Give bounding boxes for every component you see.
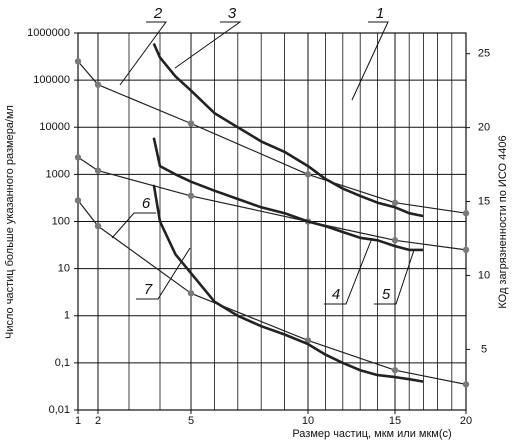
y2-tick-label: 15	[478, 195, 490, 207]
marker	[74, 154, 82, 161]
annotation: 6	[142, 195, 151, 212]
x-tick-label: 1	[75, 415, 81, 427]
y2-tick-label: 20	[478, 122, 490, 134]
marker	[304, 171, 312, 178]
annotation: 3	[228, 5, 237, 22]
y-axis-title: Число частиц больше указанного размера/м…	[4, 105, 16, 339]
y2-tick-label: 25	[478, 48, 490, 60]
annotations: 1 2 3 4 5 6 7	[111, 5, 415, 305]
x-tick-label: 2	[95, 415, 101, 427]
y-tick-label: 100	[52, 215, 70, 227]
annotation: 5	[382, 286, 391, 303]
annotation: 1	[376, 5, 384, 22]
x-tick-label: 5	[188, 415, 194, 427]
marker	[462, 381, 470, 388]
series-line	[152, 137, 424, 252]
leader	[119, 21, 167, 86]
y-tick-label: 1000	[46, 168, 70, 180]
annotation: 7	[144, 281, 153, 298]
y2-axis-title: КОд загрязненности по ИСО 4406	[497, 135, 509, 308]
leader	[374, 249, 415, 305]
marker	[462, 246, 470, 254]
leader	[174, 21, 242, 69]
y2-tick-label: 10	[478, 269, 490, 281]
marker	[391, 366, 399, 374]
y-tick-label: 0,1	[55, 357, 70, 369]
leader	[136, 247, 191, 300]
marker	[304, 337, 312, 344]
marker	[74, 58, 82, 65]
leader	[351, 21, 389, 101]
leader	[111, 212, 156, 239]
series-line	[152, 184, 424, 383]
marker	[391, 237, 399, 244]
marker	[74, 197, 82, 204]
x-tick-label: 15	[389, 415, 401, 427]
annotation: 2	[153, 5, 163, 22]
marker	[462, 210, 470, 217]
x-axis-title: Размер частиц, мкм или мкм(с)	[292, 428, 451, 440]
annotation: 4	[332, 286, 340, 303]
series-line	[77, 200, 467, 385]
marker	[187, 290, 195, 297]
x-tick-label: 10	[302, 415, 314, 427]
series-line	[152, 42, 424, 218]
y-tick-label: 100000	[33, 74, 70, 86]
marker	[187, 120, 195, 127]
series-line	[77, 61, 467, 214]
marker	[391, 199, 399, 206]
leader	[324, 237, 373, 305]
y2-tick-label: 5	[481, 343, 487, 355]
x-tick-label: 20	[460, 415, 472, 427]
y-tick-label: 10	[58, 263, 70, 275]
y-tick-label: 10000	[39, 121, 70, 133]
marker	[94, 222, 102, 230]
marker	[94, 81, 102, 88]
series-line	[77, 156, 467, 251]
y-tick-label: 0,01	[49, 404, 70, 416]
y-tick-label: 1	[64, 310, 70, 322]
y-tick-label: 1000000	[27, 27, 70, 39]
marker	[94, 167, 102, 174]
marker	[187, 192, 195, 200]
